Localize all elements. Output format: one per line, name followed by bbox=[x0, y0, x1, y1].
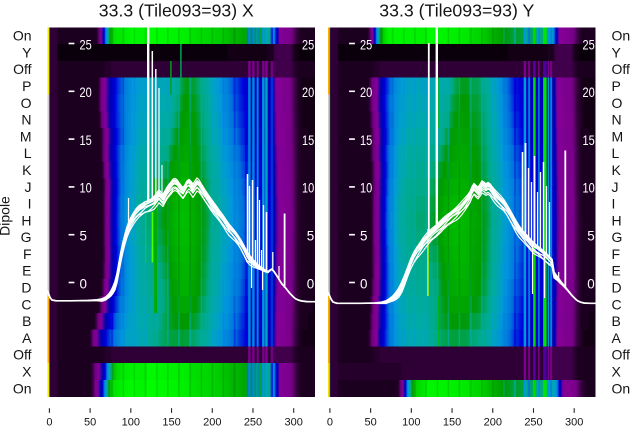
svg-text:15: 15 bbox=[583, 133, 595, 148]
svg-text:0: 0 bbox=[307, 276, 314, 291]
svg-text:33.3 (Tile093=93) X: 33.3 (Tile093=93) X bbox=[99, 0, 254, 20]
svg-text:100: 100 bbox=[122, 416, 140, 428]
svg-text:5: 5 bbox=[80, 229, 87, 244]
svg-text:F: F bbox=[23, 246, 32, 262]
svg-text:0: 0 bbox=[46, 416, 52, 428]
svg-text:33.3 (Tile093=93) Y: 33.3 (Tile093=93) Y bbox=[379, 0, 534, 20]
svg-text:200: 200 bbox=[203, 416, 221, 428]
svg-text:G: G bbox=[21, 229, 32, 245]
svg-text:H: H bbox=[612, 212, 622, 228]
svg-text:C: C bbox=[21, 296, 31, 312]
svg-text:50: 50 bbox=[364, 416, 376, 428]
svg-text:25: 25 bbox=[360, 37, 372, 52]
svg-text:G: G bbox=[612, 229, 623, 245]
svg-text:O: O bbox=[21, 95, 32, 111]
svg-text:P: P bbox=[612, 78, 621, 94]
svg-text:0: 0 bbox=[327, 416, 333, 428]
svg-text:H: H bbox=[21, 212, 31, 228]
svg-text:D: D bbox=[21, 280, 31, 296]
svg-text:F: F bbox=[612, 246, 621, 262]
svg-text:150: 150 bbox=[443, 416, 461, 428]
svg-text:A: A bbox=[22, 330, 32, 346]
svg-text:Off: Off bbox=[13, 61, 32, 77]
svg-text:300: 300 bbox=[285, 416, 303, 428]
svg-text:25: 25 bbox=[583, 37, 595, 52]
svg-text:M: M bbox=[612, 128, 624, 144]
svg-text:C: C bbox=[612, 296, 622, 312]
svg-text:I: I bbox=[612, 196, 616, 212]
svg-text:20: 20 bbox=[360, 85, 372, 100]
svg-text:J: J bbox=[612, 179, 619, 195]
svg-text:L: L bbox=[24, 145, 32, 161]
svg-text:10: 10 bbox=[360, 181, 372, 196]
svg-text:20: 20 bbox=[583, 85, 595, 100]
svg-text:150: 150 bbox=[162, 416, 180, 428]
svg-text:Off: Off bbox=[612, 61, 631, 77]
svg-text:A: A bbox=[612, 330, 622, 346]
svg-text:B: B bbox=[612, 313, 621, 329]
svg-text:Y: Y bbox=[22, 44, 32, 60]
svg-text:50: 50 bbox=[84, 416, 96, 428]
svg-text:Off: Off bbox=[612, 347, 631, 363]
svg-text:J: J bbox=[25, 179, 32, 195]
svg-text:D: D bbox=[612, 280, 622, 296]
svg-text:20: 20 bbox=[80, 85, 92, 100]
svg-text:N: N bbox=[612, 112, 622, 128]
svg-text:K: K bbox=[22, 162, 32, 178]
svg-text:Dipole: Dipole bbox=[0, 196, 13, 236]
svg-text:100: 100 bbox=[402, 416, 420, 428]
svg-text:M: M bbox=[20, 128, 32, 144]
svg-text:10: 10 bbox=[80, 181, 92, 196]
svg-text:20: 20 bbox=[302, 85, 314, 100]
svg-text:25: 25 bbox=[302, 37, 314, 52]
svg-text:0: 0 bbox=[80, 276, 87, 291]
svg-text:5: 5 bbox=[360, 229, 367, 244]
svg-text:10: 10 bbox=[302, 181, 314, 196]
svg-text:0: 0 bbox=[587, 276, 594, 291]
svg-text:15: 15 bbox=[80, 133, 92, 148]
svg-text:I: I bbox=[28, 196, 32, 212]
svg-text:P: P bbox=[22, 78, 31, 94]
svg-text:5: 5 bbox=[587, 229, 594, 244]
svg-text:Off: Off bbox=[13, 347, 32, 363]
svg-text:X: X bbox=[22, 364, 32, 380]
svg-text:On: On bbox=[612, 28, 631, 44]
svg-text:B: B bbox=[22, 313, 31, 329]
svg-text:E: E bbox=[22, 263, 31, 279]
svg-text:L: L bbox=[612, 145, 620, 161]
svg-text:10: 10 bbox=[583, 181, 595, 196]
svg-text:N: N bbox=[21, 112, 31, 128]
svg-text:25: 25 bbox=[80, 37, 92, 52]
svg-text:K: K bbox=[612, 162, 622, 178]
svg-text:250: 250 bbox=[244, 416, 262, 428]
svg-text:On: On bbox=[13, 380, 32, 396]
svg-text:On: On bbox=[13, 28, 32, 44]
svg-text:X: X bbox=[612, 364, 622, 380]
svg-text:300: 300 bbox=[565, 416, 583, 428]
svg-text:15: 15 bbox=[302, 133, 314, 148]
svg-text:0: 0 bbox=[360, 276, 367, 291]
svg-text:O: O bbox=[612, 95, 623, 111]
svg-text:250: 250 bbox=[524, 416, 542, 428]
svg-text:On: On bbox=[612, 380, 631, 396]
svg-text:Y: Y bbox=[612, 44, 622, 60]
svg-text:15: 15 bbox=[360, 133, 372, 148]
svg-text:E: E bbox=[612, 263, 621, 279]
svg-text:200: 200 bbox=[484, 416, 502, 428]
svg-text:5: 5 bbox=[307, 229, 314, 244]
